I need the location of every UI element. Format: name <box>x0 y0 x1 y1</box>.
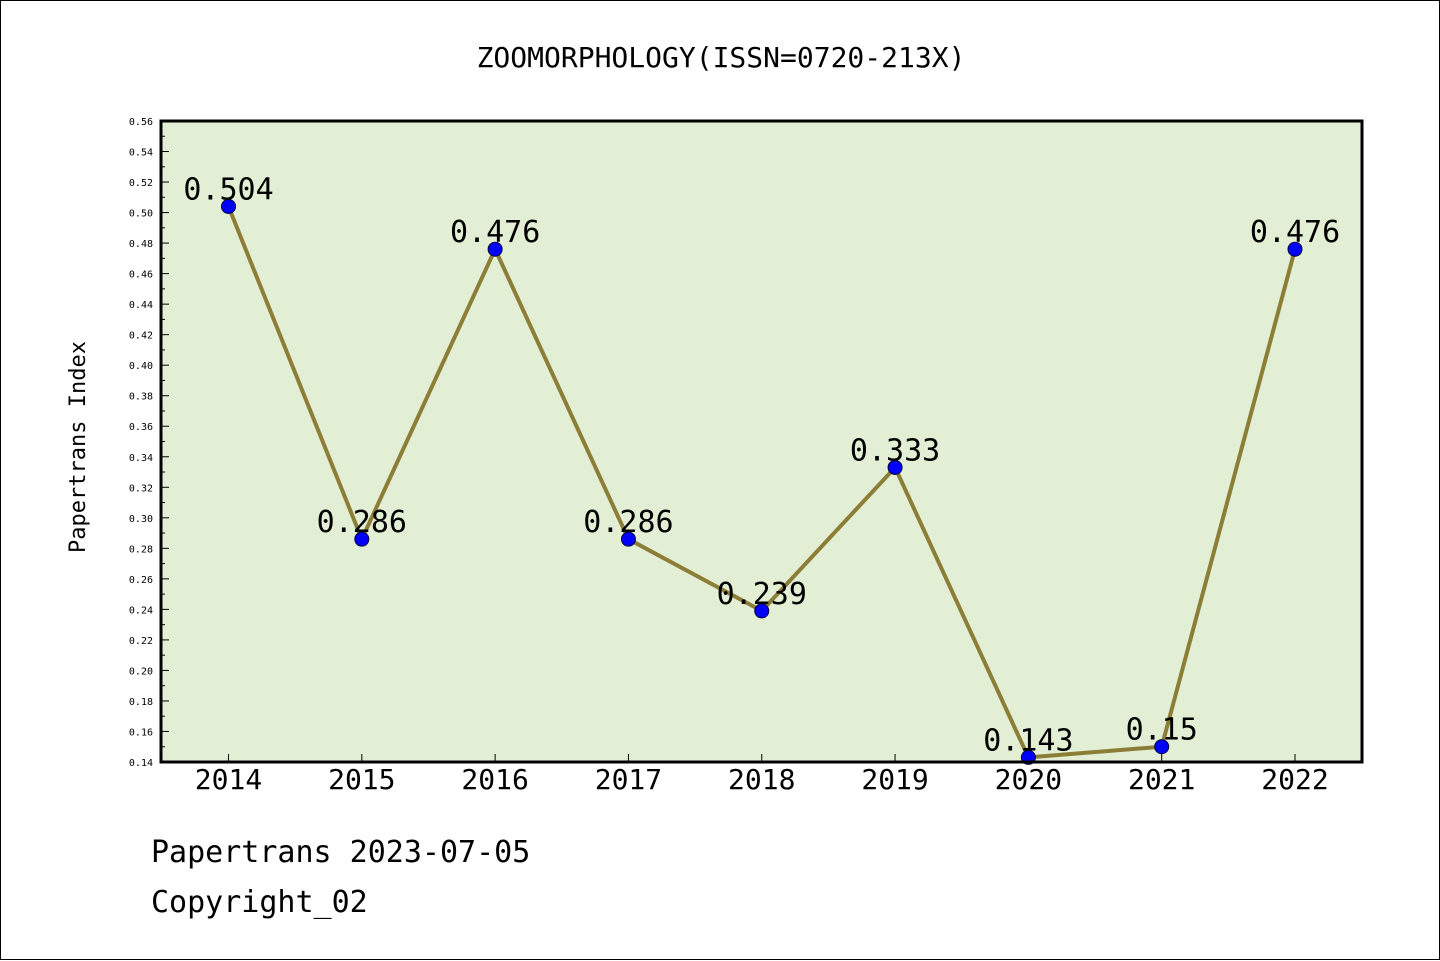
data-label: 0.239 <box>717 577 807 612</box>
data-label: 0.476 <box>1250 215 1340 250</box>
y-tick-label: 0.14 <box>129 758 153 769</box>
y-tick-label: 0.32 <box>129 483 153 494</box>
data-point <box>887 459 903 475</box>
footer-copyright: Copyright_02 <box>151 885 368 920</box>
y-tick-label: 0.34 <box>129 453 153 464</box>
y-tick-label: 0.52 <box>129 178 153 189</box>
data-label: 0.286 <box>317 505 407 540</box>
x-tick-label: 2019 <box>861 763 928 796</box>
x-tick-label: 2020 <box>995 763 1062 796</box>
y-tick-label: 0.20 <box>129 666 153 677</box>
data-point <box>487 241 503 257</box>
data-point <box>1287 241 1303 257</box>
data-label: 0.143 <box>983 723 1073 758</box>
y-tick-label: 0.16 <box>129 727 153 738</box>
data-label: 0.333 <box>850 433 940 468</box>
y-tick-label: 0.42 <box>129 331 153 342</box>
x-tick-label: 2017 <box>595 763 662 796</box>
footer-date: Papertrans 2023-07-05 <box>151 835 531 870</box>
y-tick-label: 0.50 <box>129 209 153 220</box>
data-point <box>620 531 636 547</box>
data-point <box>221 198 236 214</box>
y-tick-label: 0.46 <box>129 270 153 281</box>
x-tick-label: 2014 <box>195 763 262 796</box>
x-tick-label: 2022 <box>1261 763 1328 796</box>
y-tick-label: 0.44 <box>129 300 153 311</box>
data-point <box>354 531 370 547</box>
x-axis-ticks: 2014 2015 2016 2017 2018 2019 2020 2021 2022 <box>195 754 1329 796</box>
y-tick-label: 0.28 <box>129 544 153 555</box>
data-point <box>754 603 770 619</box>
y-tick-label: 0.36 <box>129 422 153 433</box>
plot-area <box>161 121 1362 762</box>
x-tick-label: 2021 <box>1128 763 1195 796</box>
y-tick-label: 0.30 <box>129 514 153 525</box>
y-tick-label: 0.48 <box>129 239 153 250</box>
y-tick-label: 0.24 <box>129 605 153 616</box>
y-tick-label: 0.18 <box>129 697 153 708</box>
chart-title: ZOOMORPHOLOGY(ISSN=0720-213X) <box>477 41 966 74</box>
y-tick-label: 0.56 <box>129 117 153 128</box>
y-tick-label: 0.40 <box>129 361 153 372</box>
data-label: 0.286 <box>583 505 673 540</box>
data-label: 0.504 <box>183 172 273 207</box>
data-labels: 0.504 0.286 0.476 0.286 0.239 0.333 0.143 0.15 0… <box>183 172 1340 758</box>
x-tick-label: 2018 <box>728 763 795 796</box>
x-tick-label: 2015 <box>328 763 395 796</box>
data-point <box>1154 739 1170 755</box>
y-tick-label: 0.38 <box>129 392 153 403</box>
y-axis-label: Papertrans Index <box>66 341 91 553</box>
data-label: 0.15 <box>1126 713 1198 748</box>
y-tick-label: 0.54 <box>129 148 153 159</box>
x-tick-label: 2016 <box>461 763 528 796</box>
data-label: 0.476 <box>450 215 540 250</box>
plot-border <box>159 119 1364 764</box>
y-tick-label: 0.26 <box>129 575 153 586</box>
y-tick-label: 0.22 <box>129 636 153 647</box>
